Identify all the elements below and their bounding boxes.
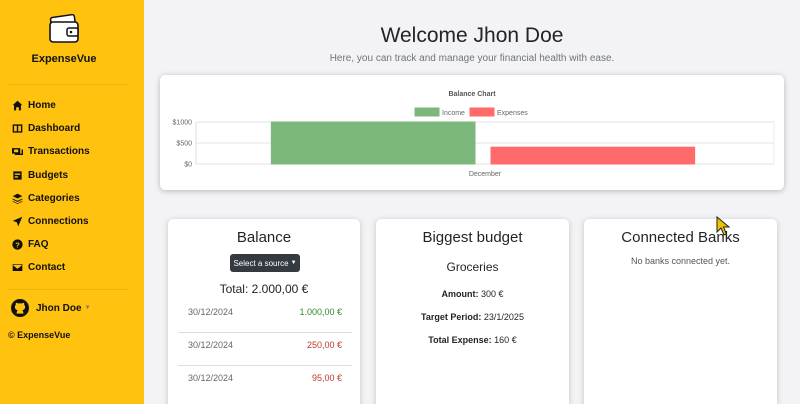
row-divider: [178, 365, 352, 366]
balance-total: Total: 2.000,00 €: [219, 282, 309, 296]
budget-title: Biggest budget: [422, 229, 523, 246]
categories-icon: [12, 193, 23, 204]
caret-down-icon: ▼: [290, 260, 297, 266]
sidebar-item-home[interactable]: Home: [12, 94, 90, 117]
transaction-row[interactable]: 30/12/2024 250,00 €: [178, 328, 352, 361]
sidebar-item-label: Categories: [28, 192, 80, 204]
legend-label-income: Income: [442, 110, 465, 117]
legend-swatch-income: [414, 107, 440, 117]
sidebar-item-label: Home: [28, 100, 56, 112]
sidebar-item-label: Transactions: [28, 146, 90, 158]
transaction-amount: 95,00 €: [311, 372, 342, 383]
dashboard-icon: [12, 124, 23, 133]
transaction-row[interactable]: 30/12/2024 1.000,00 €: [178, 295, 352, 328]
faq-icon: ?: [12, 239, 23, 250]
wallet-logo-icon: [49, 14, 79, 43]
row-divider: [178, 332, 352, 333]
svg-text:?: ?: [15, 240, 20, 249]
sidebar-item-categories[interactable]: Categories: [12, 187, 90, 210]
sidebar-item-label: Contact: [28, 262, 66, 274]
y-tick-label: $1000: [173, 120, 193, 127]
sidebar-item-label: Connections: [28, 216, 89, 228]
banks-title: Connected Banks: [621, 229, 740, 246]
sidebar-item-faq[interactable]: ? FAQ: [12, 233, 90, 256]
sidebar-item-connections[interactable]: Connections: [12, 210, 90, 233]
budget-amount: Amount: 300 €: [376, 289, 569, 299]
connections-icon: [12, 216, 23, 227]
github-icon: [11, 299, 29, 317]
legend-swatch-expenses: [469, 107, 495, 117]
transaction-date: 30/12/2024: [188, 339, 234, 350]
balance-title: Balance: [236, 229, 292, 246]
transactions-icon: [12, 148, 23, 156]
app-name: ExpenseVue: [31, 53, 97, 65]
transaction-amount: 250,00 €: [306, 339, 342, 350]
copyright: © ExpenseVue: [8, 330, 71, 340]
user-name: Jhon Doe: [36, 302, 82, 314]
banks-empty-message: No banks connected yet.: [630, 256, 731, 266]
budget-name: Groceries: [446, 260, 499, 274]
connected-banks-card: Connected Banks No banks connected yet.: [584, 219, 777, 404]
sidebar-item-label: FAQ: [28, 239, 49, 251]
user-menu[interactable]: Jhon Doe ▼: [11, 299, 91, 317]
budget-expense-value: 160 €: [494, 335, 517, 345]
budget-expense: Total Expense: 160 €: [376, 335, 569, 345]
sidebar-item-budgets[interactable]: Budgets: [12, 164, 90, 187]
budget-period-label: Target Period:: [421, 312, 482, 322]
y-tick-label: $0: [184, 162, 192, 169]
x-tick-label: December: [469, 171, 502, 178]
sidebar-item-dashboard[interactable]: Dashboard: [12, 117, 90, 140]
home-icon: [12, 100, 23, 111]
transaction-date: 30/12/2024: [188, 306, 234, 317]
balance-chart-card: Balance Chart Income Expenses $0 $500 $1000 De…: [160, 75, 784, 190]
page-title: Welcome Jhon Doe: [380, 24, 564, 47]
budget-amount-label: Amount:: [441, 289, 479, 299]
y-tick-label: $500: [176, 141, 192, 148]
mouse-cursor-icon: [716, 216, 730, 236]
sidebar-item-label: Dashboard: [28, 123, 81, 135]
sidebar-item-contact[interactable]: Contact: [12, 256, 90, 279]
sidebar-item-label: Budgets: [28, 169, 68, 181]
budget-amount-value: 300 €: [480, 289, 504, 299]
sidebar-nav: Home Dashboard Transactions Budgets Cate…: [12, 94, 90, 280]
budget-period-value: 23/1/2025: [483, 312, 524, 322]
budget-expense-label: Total Expense:: [428, 335, 492, 345]
sidebar: ExpenseVue Home Dashboard Transactions B…: [0, 0, 144, 404]
biggest-budget-card: Biggest budget Groceries Amount: 300 € T…: [376, 219, 569, 404]
select-source-label: Select a source: [233, 258, 289, 268]
bar-expenses: [490, 146, 696, 165]
sidebar-divider: [8, 289, 128, 290]
bar-income: [270, 121, 476, 165]
transaction-date: 30/12/2024: [188, 372, 234, 383]
page-subtitle: Here, you can track and manage your fina…: [329, 53, 615, 64]
budgets-icon: [13, 171, 22, 180]
budget-period: Target Period: 23/1/2025: [376, 312, 569, 322]
balance-card: Balance Select a source ▼ Total: 2.000,0…: [168, 219, 360, 404]
balance-chart: Balance Chart Income Expenses $0 $500 $1000 De…: [173, 91, 775, 178]
contact-icon: [12, 264, 23, 272]
select-source-dropdown[interactable]: Select a source ▼: [230, 254, 300, 272]
transaction-amount: 1.000,00 €: [299, 306, 342, 317]
transaction-row[interactable]: 30/12/2024 95,00 €: [178, 361, 352, 394]
chevron-down-icon: ▼: [84, 305, 91, 311]
chart-title: Balance Chart: [448, 91, 496, 98]
legend-label-expenses: Expenses: [497, 110, 528, 117]
sidebar-item-transactions[interactable]: Transactions: [12, 140, 90, 163]
sidebar-divider: [8, 84, 128, 85]
app-logo[interactable]: ExpenseVue: [0, 14, 128, 65]
